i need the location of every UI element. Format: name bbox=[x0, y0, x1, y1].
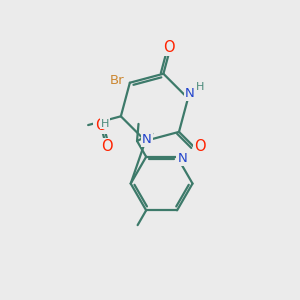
Text: O: O bbox=[101, 139, 113, 154]
Text: N: N bbox=[142, 133, 152, 146]
Text: H: H bbox=[196, 82, 205, 92]
Text: O: O bbox=[94, 118, 106, 133]
Text: O: O bbox=[163, 40, 175, 55]
Text: Br: Br bbox=[110, 74, 125, 87]
Text: N: N bbox=[178, 152, 187, 165]
Text: N: N bbox=[184, 87, 194, 101]
Text: O: O bbox=[194, 139, 206, 154]
Text: H: H bbox=[101, 118, 110, 129]
